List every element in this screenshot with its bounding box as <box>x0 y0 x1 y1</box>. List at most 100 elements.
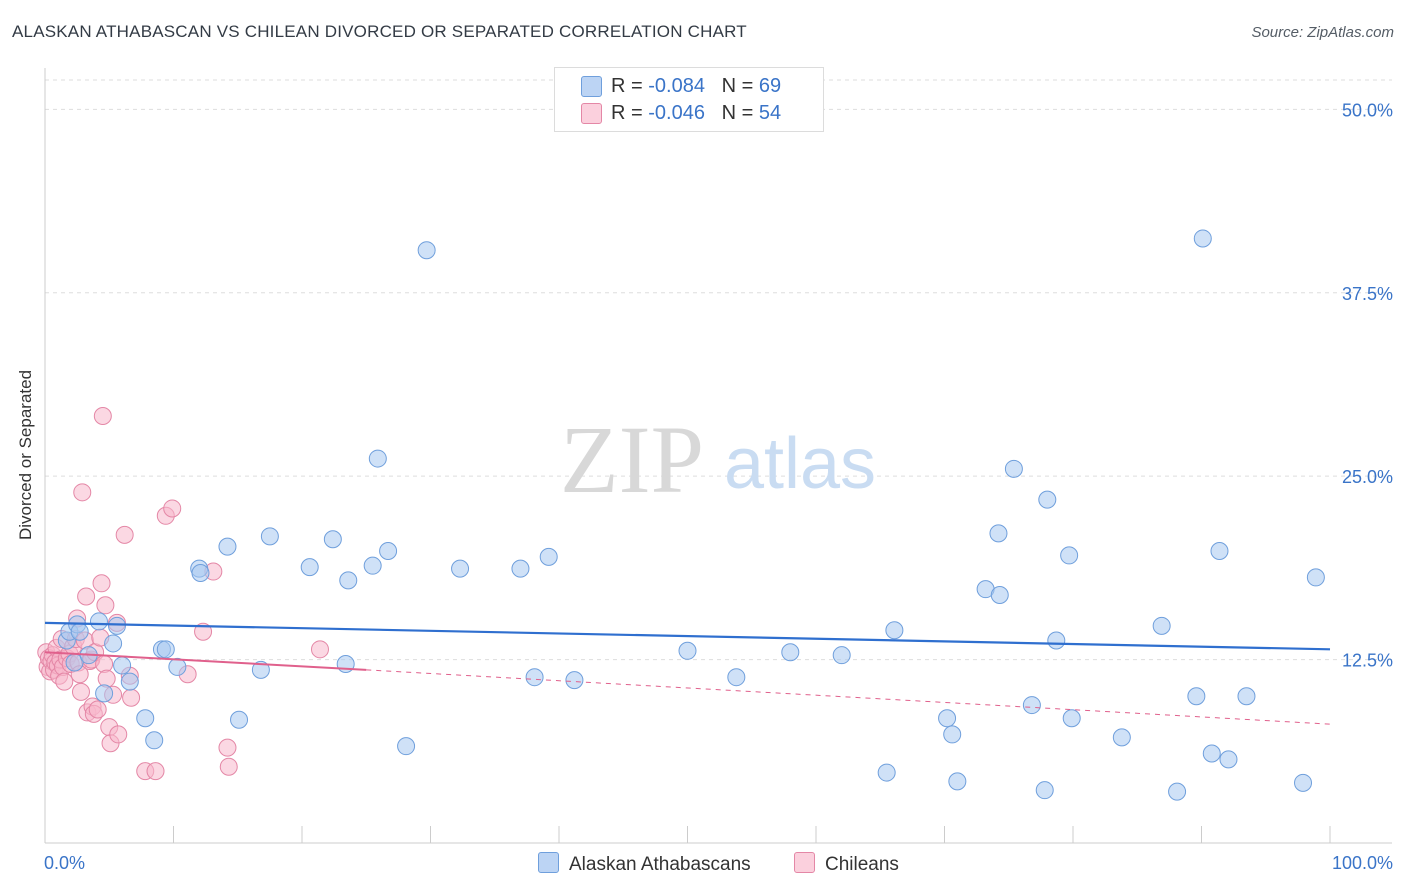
legend-swatch-pink <box>581 103 602 124</box>
data-point-athabascan <box>451 559 470 578</box>
legend-n-label: N = <box>721 75 759 97</box>
axes <box>44 68 1392 844</box>
data-point-athabascan <box>1022 696 1041 715</box>
legend-swatch-blue <box>581 76 602 97</box>
data-point-athabascan <box>525 668 544 687</box>
data-point-athabascan <box>1035 781 1054 800</box>
data-point-chilean <box>310 640 329 659</box>
data-point-athabascan <box>323 530 342 549</box>
data-point-athabascan <box>832 646 851 665</box>
y-axis-label: Divorced or Separated <box>16 369 35 541</box>
legend-n-value: 69 <box>758 75 782 97</box>
data-point-athabascan <box>1152 616 1171 635</box>
bottom-legend-chilean: Chileans <box>794 852 899 876</box>
trend-line-chilean <box>44 651 367 671</box>
data-point-athabascan <box>218 537 237 556</box>
data-point-athabascan <box>397 737 416 756</box>
correlation-legend: R = -0.084 N = 69 R = -0.046 N = 54 <box>554 67 824 132</box>
data-point-athabascan <box>948 772 967 791</box>
data-point-athabascan <box>368 449 387 468</box>
data-point-athabascan <box>877 763 896 782</box>
data-point-athabascan <box>990 586 1009 605</box>
legend-n-value: 54 <box>758 102 782 124</box>
watermark: ZIP atlas <box>560 406 876 513</box>
data-point-athabascan <box>113 656 132 675</box>
data-point-athabascan <box>156 640 175 659</box>
data-point-athabascan <box>938 709 957 728</box>
data-point-chilean <box>218 738 237 757</box>
bottom-legend-swatch-blue <box>538 852 559 873</box>
data-point-chilean <box>73 483 92 502</box>
data-point-athabascan <box>104 634 123 653</box>
series-alaskan-athabascans <box>57 229 1325 801</box>
data-point-athabascan <box>1004 459 1023 478</box>
data-point-athabascan <box>1187 687 1206 706</box>
data-point-athabascan <box>136 709 155 728</box>
data-point-athabascan <box>363 556 382 575</box>
data-point-athabascan <box>107 616 126 635</box>
data-point-athabascan <box>145 731 164 750</box>
data-point-athabascan <box>95 684 114 703</box>
series-chileans <box>37 407 329 781</box>
data-point-chilean <box>115 525 134 544</box>
data-point-chilean <box>95 654 114 673</box>
data-point-athabascan <box>1294 773 1313 792</box>
data-point-athabascan <box>339 571 358 590</box>
data-point-chilean <box>55 672 74 691</box>
data-point-athabascan <box>70 622 89 641</box>
trend-lines <box>44 621 1331 725</box>
data-point-chilean <box>194 622 213 641</box>
y-tick-label: 25.0% <box>1342 467 1393 487</box>
data-point-chilean <box>77 587 96 606</box>
data-point-chilean <box>146 762 165 781</box>
legend-r-value: -0.046 <box>648 102 705 124</box>
data-point-athabascan <box>1202 744 1221 763</box>
watermark-atlas: atlas <box>724 424 876 504</box>
data-point-athabascan <box>379 542 398 561</box>
data-point-chilean <box>163 499 182 518</box>
data-point-athabascan <box>1062 709 1081 728</box>
legend-r-value: -0.084 <box>648 75 705 97</box>
data-point-athabascan <box>251 660 270 679</box>
data-point-chilean <box>96 596 115 615</box>
bottom-legend-label: Chileans <box>825 854 899 875</box>
legend-r-label: R = <box>611 75 649 97</box>
data-point-athabascan <box>1168 782 1187 801</box>
data-point-athabascan <box>168 657 187 676</box>
data-point-athabascan <box>565 671 584 690</box>
x-tick-label: 0.0% <box>44 853 85 873</box>
data-point-athabascan <box>120 672 139 691</box>
bottom-legend-label: Alaskan Athabascans <box>569 854 751 875</box>
data-point-athabascan <box>1047 631 1066 650</box>
watermark-zip: ZIP <box>560 406 704 513</box>
data-point-athabascan <box>989 524 1008 543</box>
data-point-athabascan <box>300 558 319 577</box>
data-point-chilean <box>71 682 90 701</box>
data-point-athabascan <box>1060 546 1079 565</box>
data-point-chilean <box>88 700 107 719</box>
data-point-chilean <box>109 725 128 744</box>
data-point-athabascan <box>1112 728 1131 747</box>
data-point-athabascan <box>943 725 962 744</box>
source-label: Source: ZipAtlas.com <box>1251 24 1394 41</box>
data-point-athabascan <box>678 641 697 660</box>
data-point-chilean <box>122 688 141 707</box>
data-point-athabascan <box>1210 542 1229 561</box>
data-point-chilean <box>219 757 238 776</box>
data-point-athabascan <box>511 559 530 578</box>
chart-title: ALASKAN ATHABASCAN VS CHILEAN DIVORCED O… <box>12 22 747 41</box>
data-point-athabascan <box>1219 750 1238 769</box>
legend-r-label: R = <box>611 102 649 124</box>
data-point-athabascan <box>191 564 210 583</box>
data-point-athabascan <box>727 668 746 687</box>
x-tick-label: 100.0% <box>1332 853 1393 873</box>
data-point-athabascan <box>781 643 800 662</box>
y-tick-label: 50.0% <box>1342 100 1393 120</box>
data-point-athabascan <box>1306 568 1325 587</box>
data-point-athabascan <box>1193 229 1212 248</box>
trend-line-athabascan <box>44 621 1331 651</box>
data-point-chilean <box>97 669 116 688</box>
legend-n-label: N = <box>721 102 759 124</box>
data-point-athabascan <box>230 710 249 729</box>
